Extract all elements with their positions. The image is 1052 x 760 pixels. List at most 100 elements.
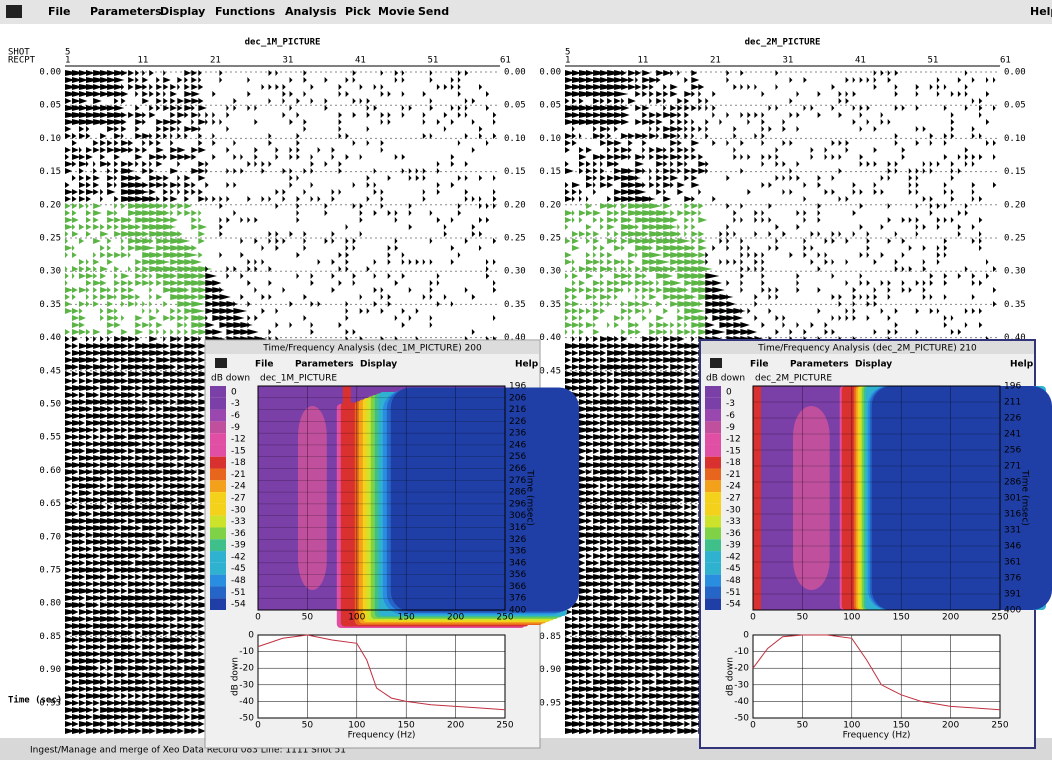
time-tick: 211	[1004, 398, 1021, 408]
seismic-trace-highlight	[586, 203, 594, 328]
colorbar-cell	[705, 421, 721, 433]
menu-item[interactable]: Help	[1030, 5, 1052, 18]
time-tick: 391	[1004, 590, 1021, 600]
plot-title: dec_2M_PICTURE	[755, 374, 832, 384]
freq-tick: 100	[348, 613, 365, 623]
time-tick: 286	[509, 488, 526, 498]
popup-menu-item[interactable]: Parameters	[790, 360, 849, 370]
colorbar-cell	[705, 386, 721, 398]
colorbar-cell	[210, 469, 226, 481]
colorbar-tick: -30	[726, 505, 741, 515]
popup-menu-item[interactable]: Help	[1010, 360, 1034, 370]
freq-tick: 200	[447, 613, 464, 623]
colorbar-tick: -15	[231, 446, 246, 456]
freq-tick: 0	[255, 721, 261, 731]
y-tick: 0	[743, 631, 749, 641]
freq-tick: 100	[348, 721, 365, 731]
menu-item[interactable]: Send	[418, 5, 449, 18]
y-tick: -40	[734, 697, 749, 707]
time-tick: 326	[509, 535, 526, 545]
menu-item[interactable]: Analysis	[285, 5, 337, 18]
menu-item[interactable]: File	[48, 5, 71, 18]
y-tick: 0	[248, 631, 254, 641]
colorbar-tick: -18	[231, 458, 246, 468]
time-label: 0.05	[1004, 101, 1026, 111]
popup-menu-item[interactable]: Parameters	[295, 360, 354, 370]
colorbar-cell	[705, 469, 721, 481]
freq-tick: 0	[255, 613, 261, 623]
seismic-trace-highlight	[72, 203, 80, 335]
freq-tick: 200	[447, 721, 464, 731]
trace-number: 51	[928, 56, 939, 66]
time-tick: 316	[1004, 510, 1021, 520]
trace-number: 51	[428, 56, 439, 66]
seismic-trace-highlight	[86, 203, 94, 335]
time-tick: 376	[509, 594, 526, 604]
colorbar-cell	[705, 492, 721, 504]
time-label: 0.55	[39, 433, 61, 443]
colorbar-tick: -27	[231, 494, 246, 504]
time-tick: 216	[509, 405, 526, 415]
page: {"menu":["File","Parameters","Display","…	[0, 0, 1052, 760]
menu-item[interactable]: Pick	[345, 5, 371, 18]
popup-menu-item[interactable]: Help	[515, 360, 539, 370]
colorbar-tick: 0	[726, 387, 732, 397]
time-tick: 316	[509, 523, 526, 533]
popup-menu-item[interactable]: File	[750, 360, 768, 370]
colorbar-tick: -3	[231, 399, 240, 409]
menu-item[interactable]: Functions	[215, 5, 276, 18]
time-label: 0.45	[39, 366, 61, 376]
trace-number: 21	[210, 56, 221, 66]
time-label: 0.30	[539, 267, 561, 277]
popup-menu-item[interactable]: File	[255, 360, 273, 370]
seismic-trace	[177, 77, 191, 734]
seismic-trace-highlight	[698, 203, 713, 335]
time-tick: 271	[1004, 462, 1021, 472]
time-label: 0.25	[39, 234, 61, 244]
freq-tick: 150	[398, 721, 415, 731]
time-label: 0.40	[539, 333, 561, 343]
time-label: 0.10	[504, 134, 526, 144]
time-label: 0.95	[539, 698, 561, 708]
time-label: 0.85	[39, 632, 61, 642]
time-label: 0.45	[539, 366, 561, 376]
y-tick: -20	[239, 664, 254, 674]
popup-menu-item[interactable]: Display	[855, 360, 892, 370]
time-tick: 366	[509, 582, 526, 592]
popup-menu-item[interactable]: Display	[360, 360, 397, 370]
y-tick: -40	[239, 697, 254, 707]
time-label: 0.10	[539, 134, 561, 144]
time-label: 0.20	[504, 200, 526, 210]
time-label: 0.90	[39, 665, 61, 675]
time-label: 0.10	[1004, 134, 1026, 144]
trace-number: 1	[65, 56, 70, 66]
menu-item[interactable]: Movie	[378, 5, 415, 18]
freq-tick: 100	[843, 613, 860, 623]
time-label: 0.15	[1004, 167, 1026, 177]
time-label: 0.80	[39, 599, 61, 609]
screen: Ingest/Manage and merge of Xeo Data Reco…	[0, 0, 1052, 760]
time-tick: 286	[1004, 478, 1021, 488]
y-tick: -50	[239, 714, 254, 724]
time-tick: 206	[509, 393, 526, 403]
time-tick: 331	[1004, 526, 1021, 536]
menu-item[interactable]: Parameters	[90, 5, 162, 18]
colorbar-tick: -18	[726, 458, 741, 468]
app-icon	[6, 5, 22, 18]
time-label: 0.15	[39, 167, 61, 177]
seismic-trace-highlight	[79, 203, 87, 335]
colorbar-tick: -39	[726, 541, 741, 551]
time-label: 0.20	[39, 200, 61, 210]
spectrum-frame	[258, 635, 505, 718]
colorbar-tick: -24	[726, 482, 741, 492]
colorbar-cell	[210, 433, 226, 445]
time-label: 0.25	[539, 234, 561, 244]
menu-item[interactable]: Display	[160, 5, 205, 18]
colorbar-cell	[705, 516, 721, 528]
trace-number: 41	[355, 56, 366, 66]
time-label: 0.00	[39, 68, 61, 78]
colorbar-cell	[210, 492, 226, 504]
colorbar-cell	[210, 527, 226, 539]
colorbar-cell	[210, 386, 226, 398]
trace-number: 61	[1000, 56, 1011, 66]
